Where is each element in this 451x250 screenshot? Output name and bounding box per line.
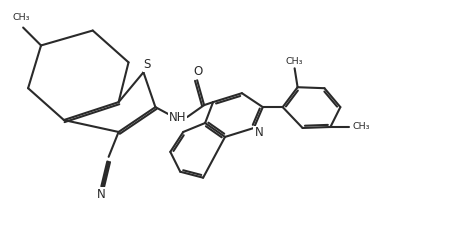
Text: N: N bbox=[254, 126, 263, 140]
Text: S: S bbox=[144, 58, 151, 71]
Text: CH₃: CH₃ bbox=[286, 57, 304, 66]
Text: N: N bbox=[97, 188, 106, 201]
Text: CH₃: CH₃ bbox=[12, 13, 30, 22]
Text: CH₃: CH₃ bbox=[353, 122, 370, 132]
Text: NH: NH bbox=[169, 110, 186, 124]
Text: O: O bbox=[193, 65, 203, 78]
